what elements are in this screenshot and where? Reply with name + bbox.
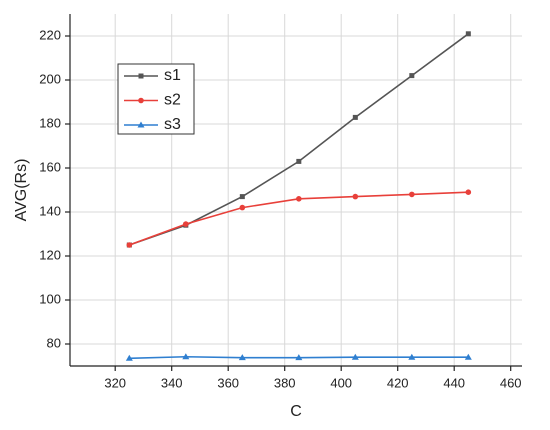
marker [126,242,133,248]
marker [239,204,246,211]
legend-label: s3 [164,116,181,133]
x-tick-label: 460 [500,375,522,390]
legend-label: s1 [164,67,181,84]
x-tick-label: 360 [217,375,239,390]
marker [296,158,302,164]
marker [296,196,302,202]
y-tick-label: 100 [39,291,61,306]
marker [182,353,190,360]
marker [351,353,359,360]
x-axis-label: C [290,403,302,420]
y-tick-label: 200 [39,71,61,86]
marker [239,194,245,200]
legend-marker [138,73,144,79]
y-tick-label: 180 [39,115,61,130]
legend-marker [138,97,144,104]
marker [465,189,472,195]
marker [125,354,133,361]
marker [408,353,416,360]
y-tick-label: 120 [39,247,61,262]
marker [464,353,472,360]
marker [183,221,189,227]
x-tick-label: 400 [330,375,352,390]
marker [352,114,358,120]
y-tick-label: 140 [39,203,61,218]
legend-marker [137,121,145,128]
x-tick-label: 340 [161,375,183,390]
legend-label: s2 [164,92,181,109]
y-tick-label: 160 [39,159,61,174]
x-tick-label: 440 [443,375,465,390]
x-tick-label: 320 [104,375,126,390]
marker [295,354,303,361]
marker [409,73,415,79]
x-tick-label: 420 [387,375,409,390]
y-tick-label: 220 [39,27,61,42]
y-axis-label: AVG(Rs) [13,159,30,222]
legend-box [117,63,195,135]
marker [352,193,359,200]
marker [238,354,246,361]
x-tick-label: 380 [274,375,296,390]
y-tick-label: 80 [47,335,61,350]
marker [465,31,471,37]
marker [409,191,415,198]
